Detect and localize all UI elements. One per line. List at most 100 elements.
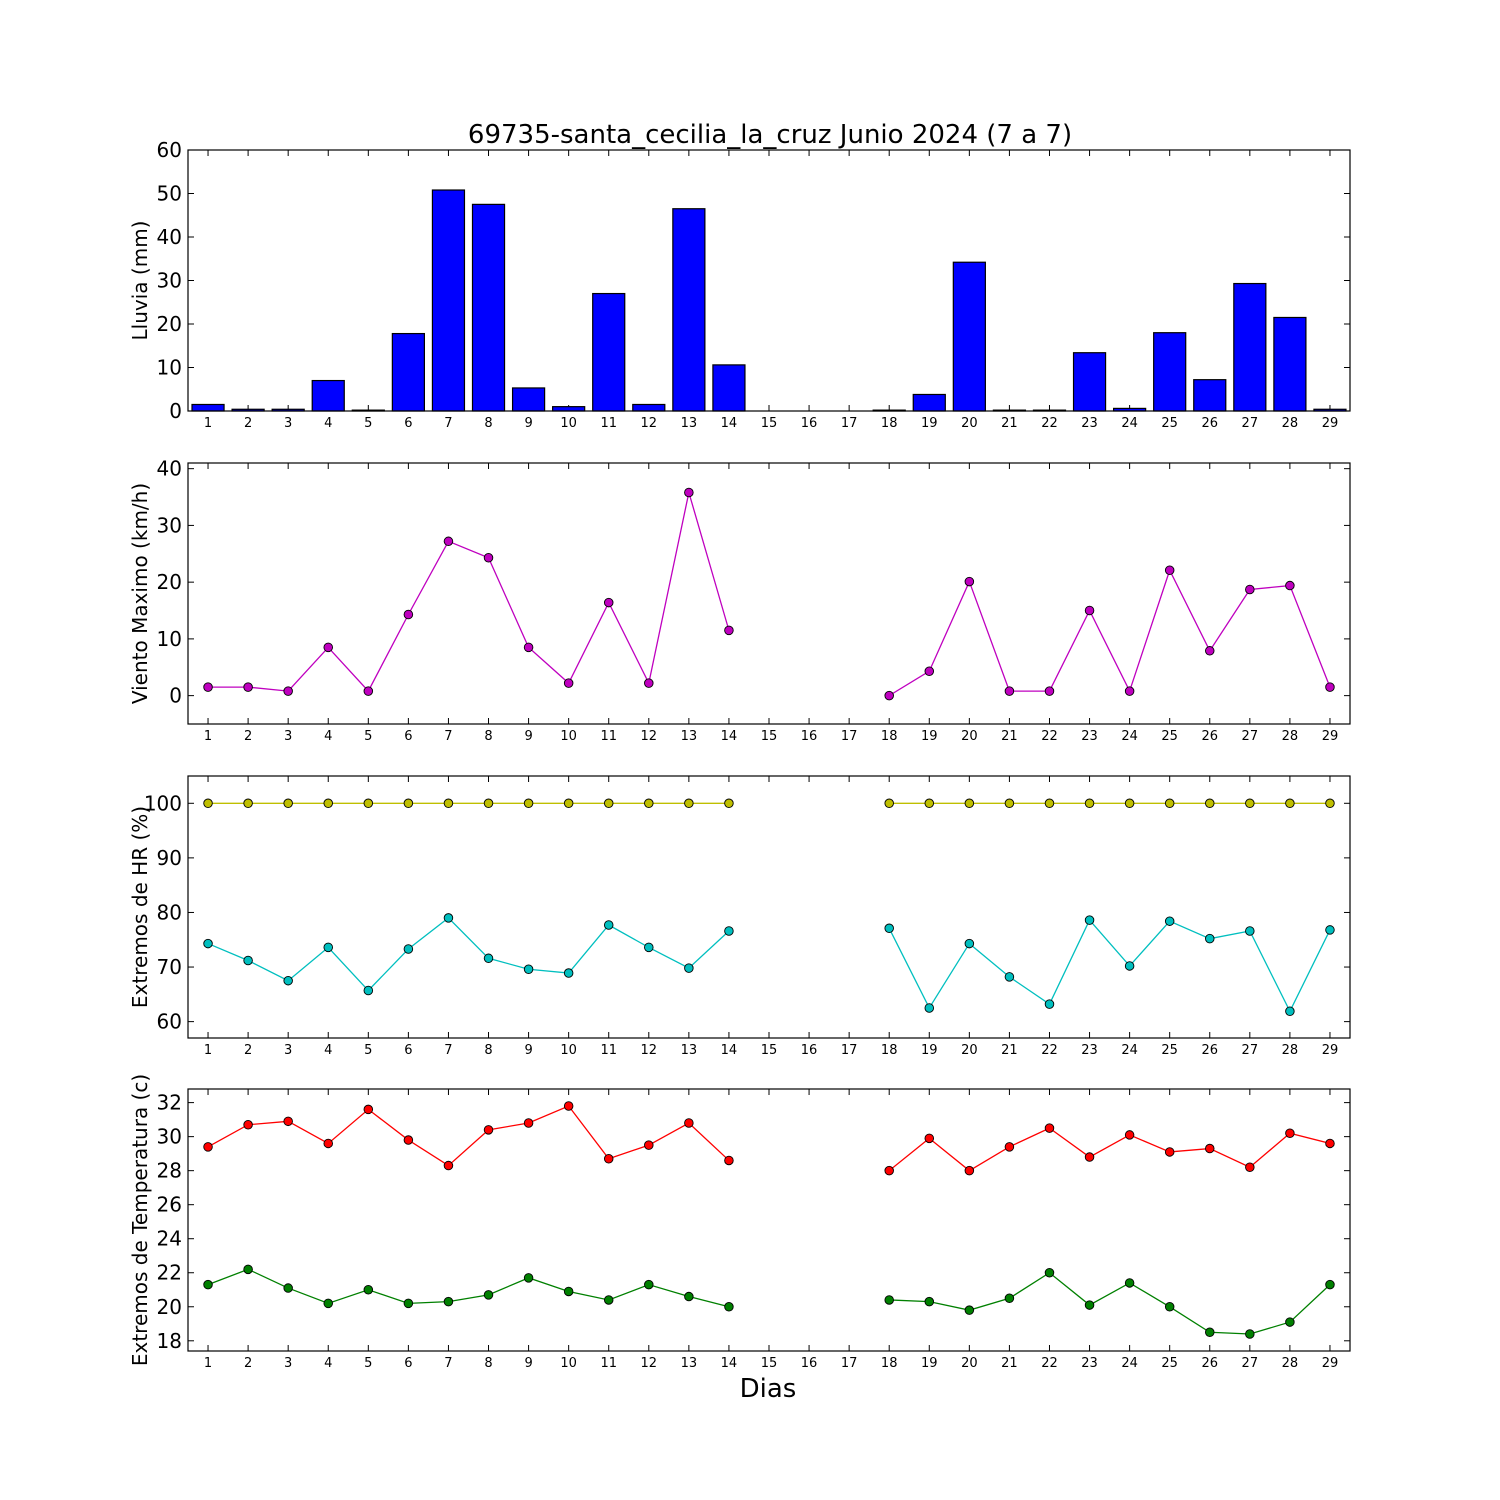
x-tick-label: 21 <box>1001 729 1018 744</box>
data-point <box>243 955 253 966</box>
x-tick-label: 29 <box>1322 1356 1339 1371</box>
x-tick-label: 9 <box>524 729 532 744</box>
x-tick-label: 17 <box>841 729 858 744</box>
x-tick-label: 1 <box>204 1043 212 1058</box>
data-point <box>523 798 534 809</box>
x-tick-label: 29 <box>1322 729 1339 744</box>
data-point <box>1285 798 1295 809</box>
data-point <box>644 1140 654 1150</box>
series-line <box>208 492 730 693</box>
bar <box>552 406 586 412</box>
x-tick-label: 20 <box>961 729 978 744</box>
x-tick-label: 22 <box>1041 416 1058 431</box>
x-tick-label: 13 <box>681 729 698 744</box>
x-tick-label: 26 <box>1201 1356 1218 1371</box>
data-point <box>1124 686 1135 696</box>
x-tick-label: 7 <box>444 1043 452 1058</box>
data-point <box>483 953 494 964</box>
data-point <box>1245 1329 1255 1339</box>
y-tick-label: 20 <box>157 312 182 336</box>
x-tick-label: 3 <box>284 1356 292 1371</box>
y-tick-label: 20 <box>157 1295 182 1319</box>
bar <box>471 203 506 412</box>
x-tick-label: 28 <box>1282 1356 1299 1371</box>
x-tick-label: 18 <box>881 416 898 431</box>
data-point <box>1084 1300 1095 1310</box>
x-tick-label: 4 <box>324 1356 332 1371</box>
data-point <box>884 1295 894 1305</box>
x-tick-label: 2 <box>244 1356 252 1371</box>
data-point <box>523 642 534 653</box>
x-tick-label: 19 <box>921 1356 938 1371</box>
data-point <box>1044 798 1055 809</box>
x-tick-label: 24 <box>1121 1356 1138 1371</box>
x-tick-label: 11 <box>600 729 617 744</box>
data-point <box>1004 1293 1015 1304</box>
data-point <box>1004 1142 1015 1152</box>
x-tick-label: 14 <box>721 1356 738 1371</box>
x-tick-label: 1 <box>204 1356 212 1371</box>
data-point <box>1084 915 1095 925</box>
x-tick-label: 16 <box>801 1043 818 1058</box>
data-point <box>924 798 935 809</box>
x-tick-label: 2 <box>244 416 252 431</box>
data-point <box>403 1298 414 1309</box>
x-tick-label: 12 <box>641 1356 658 1371</box>
x-tick-label: 23 <box>1081 1043 1098 1058</box>
data-point <box>1205 646 1215 656</box>
data-point <box>563 678 574 688</box>
plot-frame <box>187 775 1351 1039</box>
x-tick-label: 11 <box>600 416 617 431</box>
x-tick-label: 19 <box>921 729 938 744</box>
x-tick-label: 11 <box>600 1356 617 1371</box>
x-tick-label: 26 <box>1201 1043 1218 1058</box>
x-tick-label: 15 <box>761 1356 778 1371</box>
x-tick-label: 4 <box>324 729 332 744</box>
x-tick-label: 18 <box>881 729 898 744</box>
x-tick-label: 9 <box>524 1043 532 1058</box>
data-point <box>1124 798 1135 809</box>
data-point <box>1044 999 1055 1009</box>
data-point <box>443 1296 454 1307</box>
data-point <box>323 1138 333 1149</box>
x-tick-label: 9 <box>524 1356 532 1371</box>
series-line <box>207 917 730 992</box>
y-tick-label: 90 <box>157 846 182 870</box>
y-axis-label: Extremos de Temperatura (c) <box>128 1074 152 1366</box>
y-axis-label: Viento Maximo (km/h) <box>128 483 152 704</box>
data-point <box>684 1291 694 1302</box>
x-tick-label: 14 <box>721 1043 738 1058</box>
bar <box>712 364 746 412</box>
x-tick-label: 10 <box>560 1356 577 1371</box>
data-point <box>483 1125 494 1135</box>
x-tick-label: 17 <box>841 1043 858 1058</box>
data-point <box>1044 686 1055 696</box>
data-point <box>964 938 975 949</box>
x-tick-label: 27 <box>1242 416 1259 431</box>
bar <box>511 387 546 412</box>
data-point <box>603 1154 614 1164</box>
y-tick-label: 32 <box>157 1091 182 1115</box>
data-point <box>243 1119 253 1130</box>
data-point <box>603 597 614 608</box>
y-axis-label: Lluvia (mm) <box>128 221 152 341</box>
data-point <box>1004 972 1015 982</box>
y-tick-label: 18 <box>157 1329 182 1353</box>
data-point <box>443 913 454 923</box>
data-point <box>243 682 253 692</box>
data-point <box>1285 1128 1295 1138</box>
plot-frame <box>187 462 1351 725</box>
data-point <box>1325 798 1335 809</box>
data-point <box>964 798 975 809</box>
x-tick-label: 8 <box>484 1043 492 1058</box>
bar <box>1273 316 1307 412</box>
data-point <box>283 1116 293 1127</box>
bar <box>952 261 986 412</box>
x-tick-label: 22 <box>1041 1043 1058 1058</box>
data-point <box>1325 1279 1335 1290</box>
data-point <box>684 1118 694 1128</box>
x-tick-label: 24 <box>1121 729 1138 744</box>
